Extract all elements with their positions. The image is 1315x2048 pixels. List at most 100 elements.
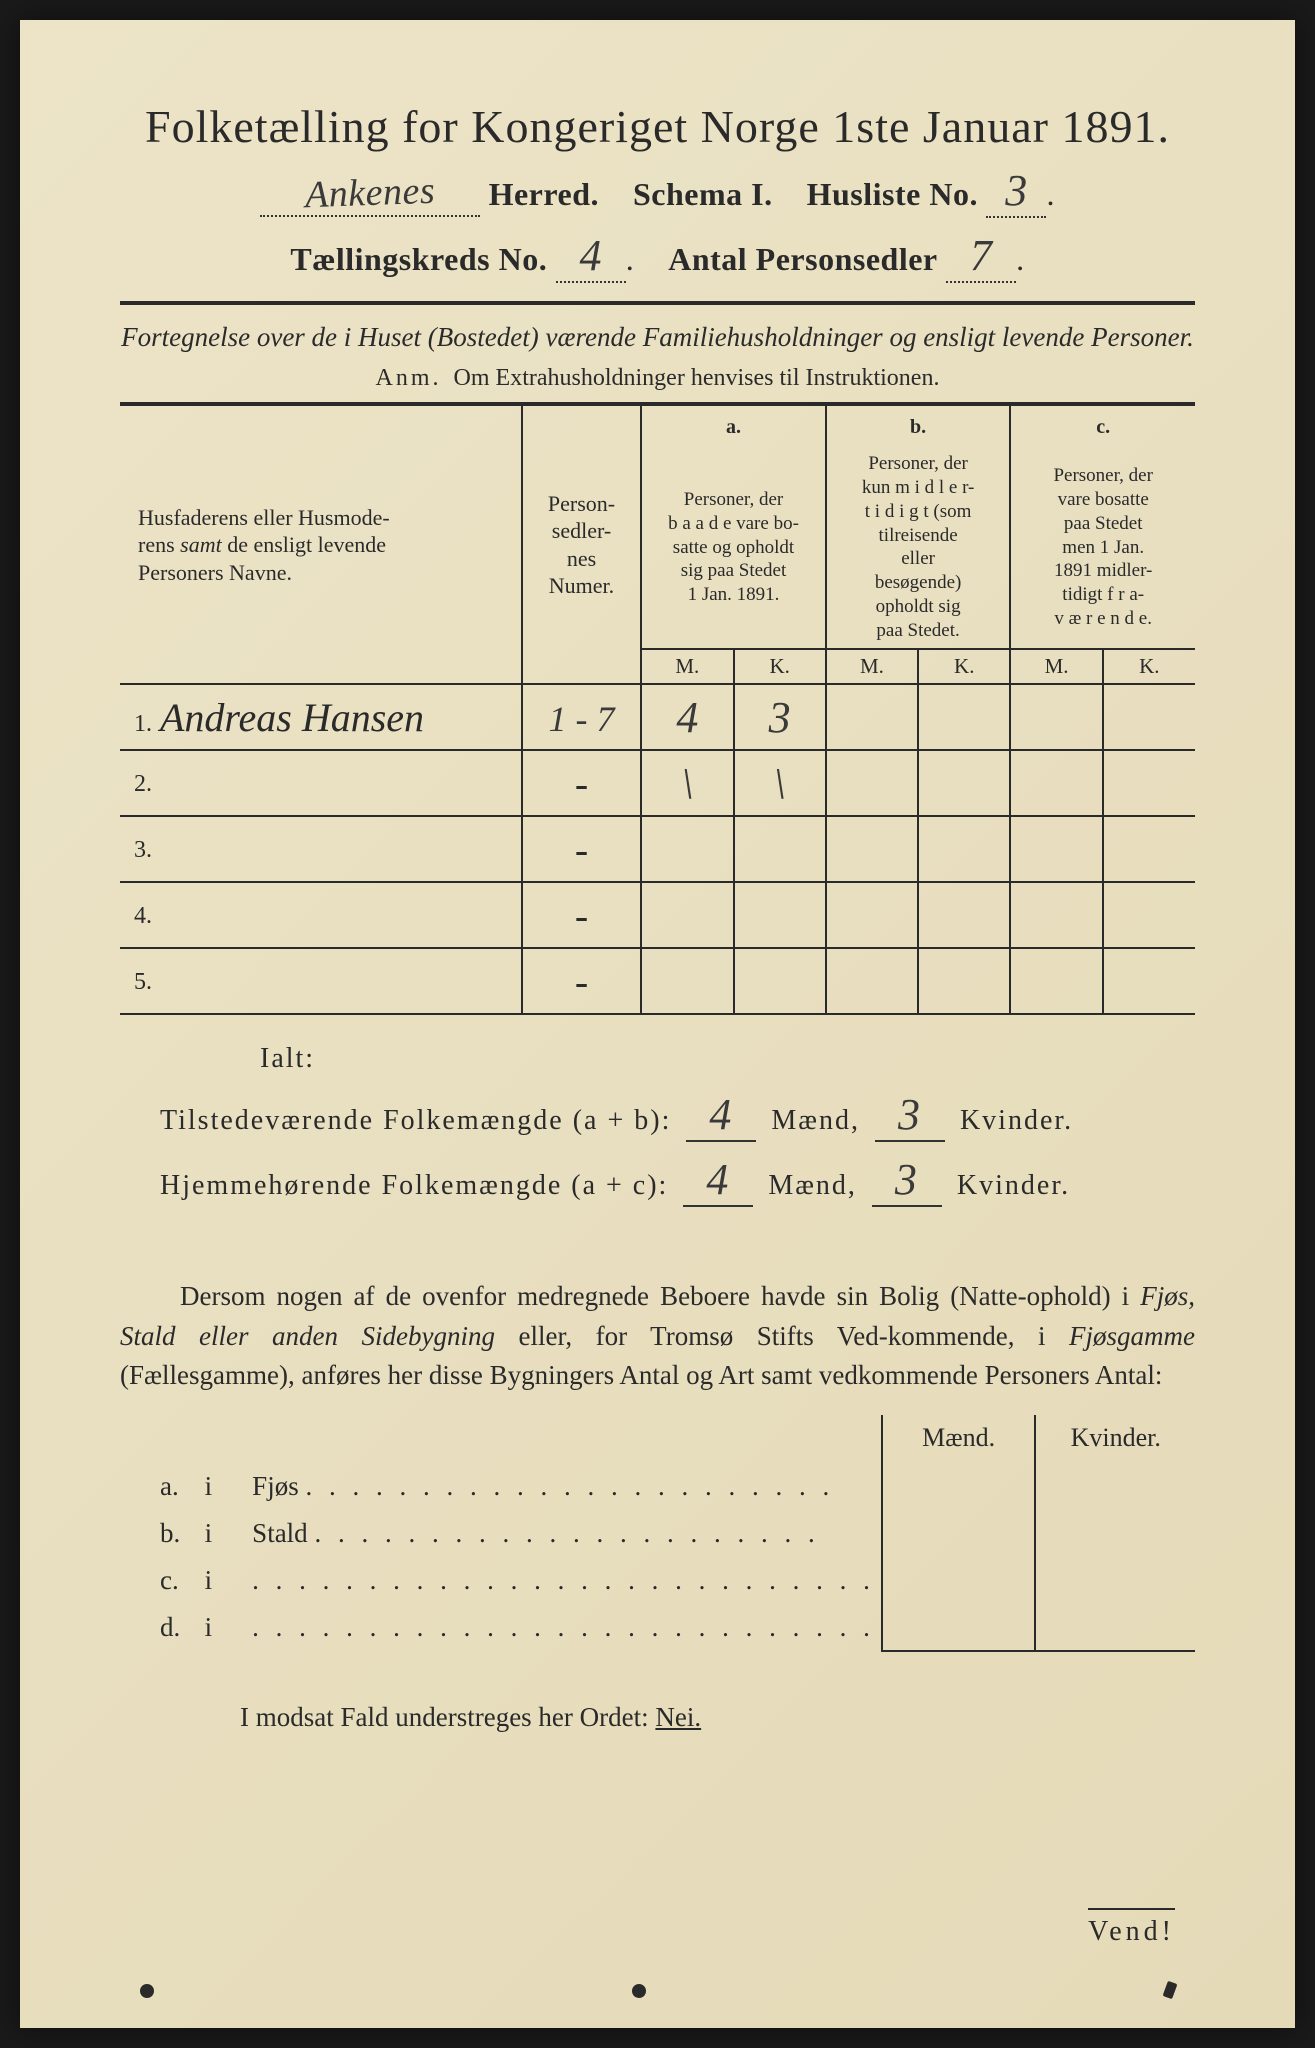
header-line-2: Tællingskreds No. 4. Antal Personsedler … — [120, 230, 1195, 283]
antal-label: Antal Personsedler — [668, 241, 937, 277]
maend-label: Mænd, — [771, 1105, 860, 1136]
row4-aK — [734, 882, 826, 948]
header-line-1: Ankenes Herred. Schema I. Husliste No. 3… — [120, 165, 1195, 218]
row4-bM — [826, 882, 918, 948]
bldg-d-name: . . . . . . . . . . . . . . . . . . . . … — [246, 1604, 882, 1651]
bldg-maend-header: Mænd. — [882, 1415, 1035, 1463]
mk-a-m: M. — [641, 649, 733, 684]
row2-aK: \ — [734, 750, 826, 816]
bldg-c-m — [882, 1557, 1035, 1604]
building-table: Mænd. Kvinder. a. i Fjøs . . . . . . . .… — [120, 1415, 1195, 1652]
subtitle: Fortegnelse over de i Huset (Bostedet) v… — [120, 319, 1195, 355]
row3-cM — [1010, 816, 1102, 882]
col-header-name: Husfaderens eller Husmode-rens samt de e… — [120, 404, 522, 684]
row1-bK — [918, 684, 1010, 750]
row3-bM — [826, 816, 918, 882]
bldg-d-label: d. — [120, 1604, 199, 1651]
row3-aK — [734, 816, 826, 882]
row5-name: 5. — [120, 948, 522, 1014]
row2-cK — [1103, 750, 1195, 816]
col-header-c: Personer, dervare bosattepaa Stedetmen 1… — [1010, 446, 1195, 649]
row3-name: 3. — [120, 816, 522, 882]
col-header-b-label: b. — [826, 404, 1011, 446]
tot1-k: 3 — [898, 1090, 922, 1139]
row2-num: - — [522, 750, 641, 816]
totals-line-1: Tilstedeværende Folkemængde (a + b): 4 M… — [160, 1089, 1195, 1142]
row1-num: 1 - 7 — [522, 684, 641, 750]
anm-line: Anm. Om Extrahusholdninger henvises til … — [120, 365, 1195, 392]
row3-num: - — [522, 816, 641, 882]
ink-spot — [632, 1984, 646, 1998]
taelling-no: 4 — [579, 231, 602, 280]
bldg-kvinder-header: Kvinder. — [1035, 1415, 1195, 1463]
row1-cK — [1103, 684, 1195, 750]
row5-bK — [918, 948, 1010, 1014]
mk-c-m: M. — [1010, 649, 1102, 684]
tot1-label: Tilstedeværende Folkemængde (a + b): — [160, 1105, 671, 1136]
bldg-c-name: . . . . . . . . . . . . . . . . . . . . … — [246, 1557, 882, 1604]
bldg-c-k — [1035, 1557, 1195, 1604]
col-header-b: Personer, derkun m i d l e r-t i d i g t… — [826, 446, 1011, 649]
bldg-b-label: b. — [120, 1510, 199, 1557]
col-header-c-label: c. — [1010, 404, 1195, 446]
row5-aK — [734, 948, 826, 1014]
nei-word: Nei. — [655, 1702, 701, 1732]
totals-line-2: Hjemmehørende Folkemængde (a + c): 4 Mæn… — [160, 1154, 1195, 1207]
tot1-m: 4 — [709, 1090, 733, 1139]
bldg-a-k — [1035, 1463, 1195, 1510]
row5-cK — [1103, 948, 1195, 1014]
tot2-label: Hjemmehørende Folkemængde (a + c): — [160, 1170, 668, 1201]
row4-cM — [1010, 882, 1102, 948]
row4-name: 4. — [120, 882, 522, 948]
anm-text: Om Extrahusholdninger henvises til Instr… — [454, 365, 940, 391]
bldg-c-i: i — [199, 1557, 247, 1604]
row4-num: - — [522, 882, 641, 948]
maend-label-2: Mænd, — [768, 1170, 857, 1201]
husliste-label: Husliste No. — [807, 176, 978, 212]
herred-label: Herred. — [489, 176, 599, 212]
row2-bM — [826, 750, 918, 816]
bldg-b-name: Stald . . . . . . . . . . . . . . . . . … — [246, 1510, 882, 1557]
schema-label: Schema I. — [633, 176, 773, 212]
row1-bM — [826, 684, 918, 750]
nei-line: I modsat Fald understreges her Ordet: Ne… — [240, 1702, 1195, 1733]
page-title: Folketælling for Kongeriget Norge 1ste J… — [120, 100, 1195, 153]
col-header-numer: Person-sedler-nesNumer. — [522, 404, 641, 684]
row5-cM — [1010, 948, 1102, 1014]
row3-aM — [641, 816, 733, 882]
building-paragraph: Dersom nogen af de ovenfor medregnede Be… — [120, 1277, 1195, 1394]
row5-num: - — [522, 948, 641, 1014]
taelling-label: Tællingskreds No. — [290, 241, 547, 277]
col-header-a-label: a. — [641, 404, 826, 446]
bldg-a-name: Fjøs . . . . . . . . . . . . . . . . . .… — [246, 1463, 882, 1510]
herred-handwritten: Ankenes — [304, 169, 436, 218]
bldg-b-m — [882, 1510, 1035, 1557]
bldg-d-m — [882, 1604, 1035, 1651]
tot2-m: 4 — [706, 1155, 730, 1204]
row1-name: 1.Andreas Hansen — [120, 684, 522, 750]
tot2-k: 3 — [895, 1155, 919, 1204]
husliste-no: 3 — [1005, 166, 1028, 215]
bldg-b-i: i — [199, 1510, 247, 1557]
row2-cM — [1010, 750, 1102, 816]
col-header-a: Personer, derb a a d e vare bo-satte og … — [641, 446, 826, 649]
row4-aM — [641, 882, 733, 948]
census-form-page: Folketælling for Kongeriget Norge 1ste J… — [20, 20, 1295, 2028]
mk-b-m: M. — [826, 649, 918, 684]
kvinder-label-2: Kvinder. — [957, 1170, 1070, 1201]
row4-bK — [918, 882, 1010, 948]
row3-cK — [1103, 816, 1195, 882]
bldg-c-label: c. — [120, 1557, 199, 1604]
kvinder-label: Kvinder. — [960, 1105, 1073, 1136]
row5-aM — [641, 948, 733, 1014]
antal-no: 7 — [970, 231, 993, 280]
vend-label: Vend! — [1088, 1908, 1175, 1948]
row2-bK — [918, 750, 1010, 816]
row5-bM — [826, 948, 918, 1014]
main-table: Husfaderens eller Husmode-rens samt de e… — [120, 402, 1195, 1015]
row1-aM: 4 — [641, 684, 733, 750]
row4-cK — [1103, 882, 1195, 948]
anm-label: Anm. — [376, 365, 442, 391]
row2-aM: \ — [641, 750, 733, 816]
ialt-label: Ialt: — [260, 1043, 1195, 1075]
